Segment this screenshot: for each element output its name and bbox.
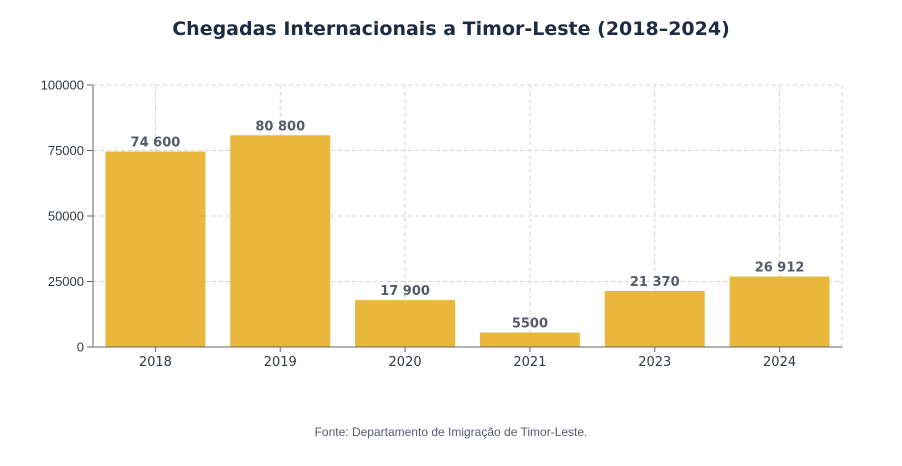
chart-source-note: Fonte: Departamento de Imigração de Timo… bbox=[314, 425, 588, 439]
x-tick-label-2019: 2019 bbox=[264, 355, 297, 370]
bar-2020 bbox=[355, 300, 456, 347]
data-label-2024: 26 912 bbox=[755, 260, 805, 275]
bar-2023 bbox=[604, 291, 705, 347]
x-tick-label-2020: 2020 bbox=[389, 355, 422, 370]
y-tick-label: 50000 bbox=[48, 209, 84, 224]
chart-title: Chegadas Internacionais a Timor-Leste (2… bbox=[172, 18, 730, 40]
data-label-2019: 80 800 bbox=[255, 119, 305, 134]
bar-2018 bbox=[105, 151, 206, 347]
x-tick-label-2024: 2024 bbox=[763, 355, 796, 370]
y-tick-label: 100000 bbox=[41, 78, 84, 93]
data-label-2020: 17 900 bbox=[380, 284, 430, 299]
y-tick-label: 25000 bbox=[48, 274, 84, 289]
bars bbox=[105, 135, 830, 347]
x-tick-label-2021: 2021 bbox=[513, 355, 546, 370]
data-label-2023: 21 370 bbox=[630, 275, 680, 290]
axes bbox=[87, 84, 842, 352]
bar-2024 bbox=[729, 276, 830, 347]
y-tick-label: 0 bbox=[77, 340, 84, 355]
x-tick-label-2018: 2018 bbox=[139, 355, 172, 370]
labels: 0 25000 50000 75000 100000 74 600 2018 80 800 20… bbox=[41, 78, 805, 371]
bar-2019 bbox=[230, 135, 331, 347]
data-label-2018: 74 600 bbox=[131, 136, 181, 151]
bar-2021 bbox=[479, 332, 580, 347]
y-tick-label: 75000 bbox=[48, 143, 84, 158]
data-label-2021: 5500 bbox=[512, 317, 548, 332]
x-tick-label-2023: 2023 bbox=[638, 355, 671, 370]
